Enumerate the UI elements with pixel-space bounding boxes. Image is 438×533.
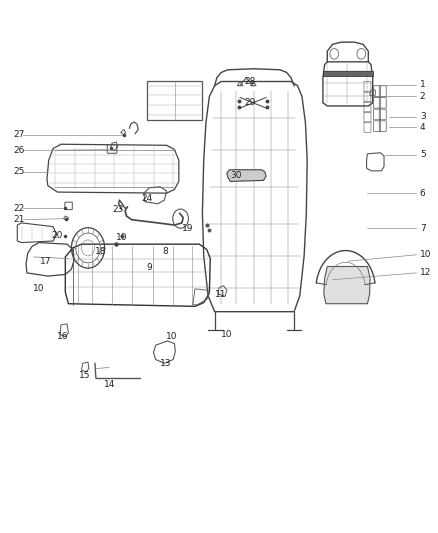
Polygon shape: [227, 169, 266, 181]
Text: 21: 21: [14, 215, 25, 224]
Text: 2: 2: [420, 92, 425, 101]
Text: 19: 19: [182, 224, 193, 233]
Text: 24: 24: [141, 194, 152, 203]
Text: 10: 10: [117, 233, 128, 242]
Text: 25: 25: [14, 167, 25, 176]
Text: 11: 11: [215, 289, 227, 298]
Text: 16: 16: [57, 332, 69, 341]
Text: 22: 22: [14, 204, 25, 213]
Text: 10: 10: [420, 251, 431, 260]
Text: 1: 1: [420, 80, 426, 89]
Text: 30: 30: [230, 171, 241, 180]
Polygon shape: [324, 266, 370, 304]
Text: 17: 17: [40, 257, 51, 265]
Text: 4: 4: [420, 123, 425, 132]
Text: 10: 10: [221, 330, 233, 339]
Text: 23: 23: [112, 205, 124, 214]
Text: 6: 6: [420, 189, 426, 198]
Text: 9: 9: [146, 263, 152, 272]
Text: 10: 10: [166, 332, 177, 341]
Polygon shape: [323, 71, 373, 76]
Text: 26: 26: [14, 146, 25, 155]
Text: 18: 18: [95, 247, 107, 256]
Text: 29: 29: [245, 98, 256, 107]
Text: 3: 3: [420, 112, 426, 121]
Text: 28: 28: [245, 77, 256, 86]
Text: 7: 7: [420, 224, 426, 233]
Text: 27: 27: [14, 130, 25, 139]
Text: 14: 14: [104, 380, 116, 389]
Text: 12: 12: [420, 269, 431, 277]
Text: 20: 20: [51, 231, 62, 240]
Text: 15: 15: [79, 371, 90, 380]
Text: 5: 5: [420, 150, 426, 159]
Text: 8: 8: [163, 247, 169, 256]
Text: 10: 10: [33, 284, 45, 293]
Text: 13: 13: [160, 359, 172, 368]
